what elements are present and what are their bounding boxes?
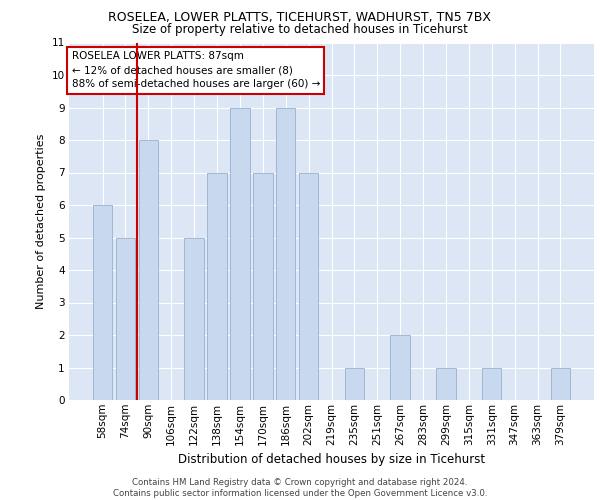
Bar <box>230 108 250 400</box>
Text: ROSELEA, LOWER PLATTS, TICEHURST, WADHURST, TN5 7BX: ROSELEA, LOWER PLATTS, TICEHURST, WADHUR… <box>109 11 491 24</box>
Bar <box>391 335 410 400</box>
Text: Size of property relative to detached houses in Ticehurst: Size of property relative to detached ho… <box>132 22 468 36</box>
Bar <box>253 172 272 400</box>
Y-axis label: Number of detached properties: Number of detached properties <box>36 134 46 309</box>
Bar <box>276 108 295 400</box>
X-axis label: Distribution of detached houses by size in Ticehurst: Distribution of detached houses by size … <box>178 453 485 466</box>
Bar <box>208 172 227 400</box>
Bar <box>299 172 319 400</box>
Bar <box>551 368 570 400</box>
Bar <box>344 368 364 400</box>
Bar <box>139 140 158 400</box>
Bar <box>436 368 455 400</box>
Text: Contains HM Land Registry data © Crown copyright and database right 2024.
Contai: Contains HM Land Registry data © Crown c… <box>113 478 487 498</box>
Text: ROSELEA LOWER PLATTS: 87sqm
← 12% of detached houses are smaller (8)
88% of semi: ROSELEA LOWER PLATTS: 87sqm ← 12% of det… <box>71 52 320 90</box>
Bar <box>116 238 135 400</box>
Bar <box>482 368 502 400</box>
Bar <box>184 238 204 400</box>
Bar <box>93 205 112 400</box>
